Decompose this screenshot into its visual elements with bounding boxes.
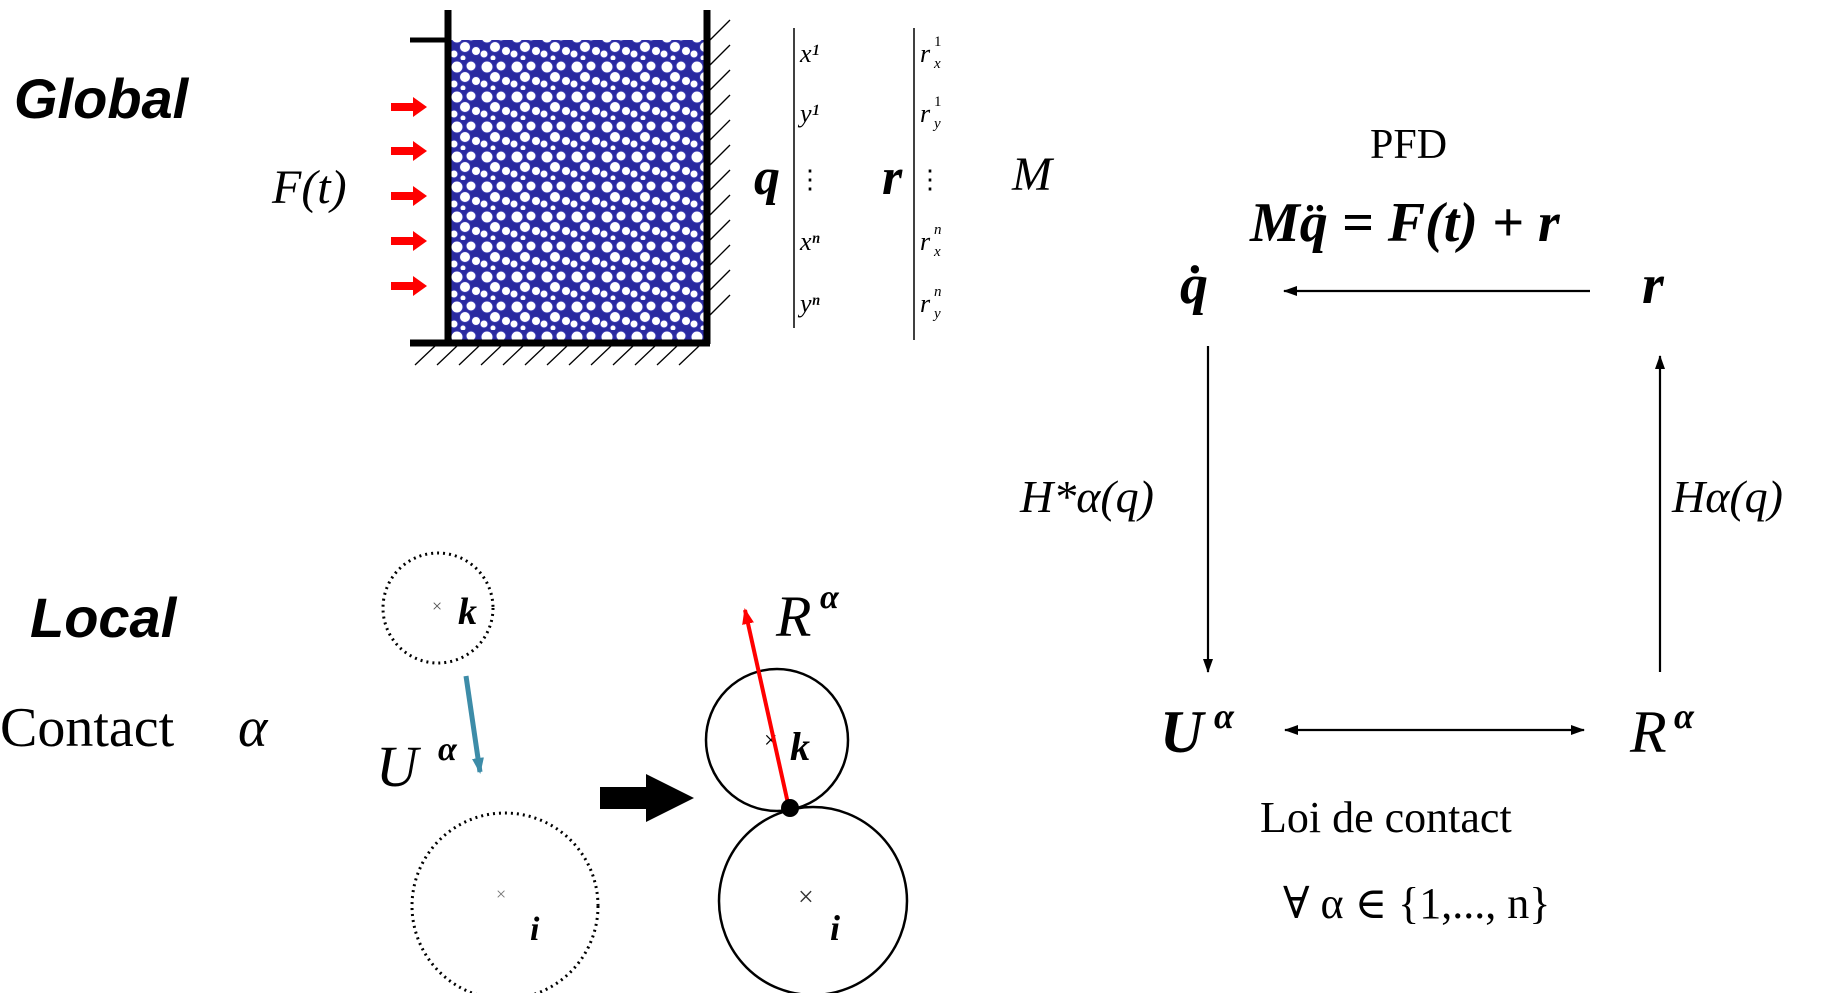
- wall-hatching-bottom: [414, 345, 700, 366]
- displacement-arrow: [463, 675, 484, 774]
- granular-box: [410, 10, 731, 366]
- svg-text:n: n: [934, 222, 942, 238]
- q-entry: ⋮: [797, 165, 823, 194]
- grain-center-mark: ×: [798, 882, 814, 913]
- force-arrow: [391, 231, 427, 251]
- r-entry: r n x: [920, 222, 942, 260]
- global-title: Global: [14, 67, 190, 130]
- q-vector-symbol: q: [754, 149, 780, 206]
- q-entry: yⁿ: [797, 289, 821, 318]
- svg-text:R: R: [1629, 699, 1667, 765]
- transition-arrow: [600, 774, 694, 822]
- local-title: Local: [30, 586, 178, 649]
- r-node: r: [1642, 254, 1665, 316]
- svg-text:α: α: [1674, 696, 1695, 736]
- svg-text:r: r: [920, 227, 931, 256]
- grain-center-mark: ×: [496, 884, 506, 904]
- contact-law-label: Loi de contact: [1260, 793, 1512, 842]
- pfd-equation: Mq̈ = F(t) + r: [1249, 192, 1561, 254]
- svg-text:Contact: Contact: [0, 697, 175, 759]
- pfd-label: PFD: [1370, 122, 1447, 168]
- svg-text:y: y: [932, 116, 941, 132]
- force-arrow: [391, 141, 427, 161]
- svg-text:x: x: [933, 56, 941, 72]
- r-entry: ⋮: [917, 165, 943, 194]
- granular-medium: [448, 40, 706, 342]
- grain-center-mark: ×: [432, 596, 442, 616]
- svg-text:α: α: [438, 731, 458, 768]
- force-arrow: [391, 276, 427, 296]
- svg-text:U: U: [1160, 699, 1206, 765]
- svg-text:α: α: [238, 697, 269, 759]
- svg-text:U: U: [376, 734, 422, 799]
- mass-matrix-symbol: M: [1011, 148, 1055, 201]
- contact-index-quantifier: ∀ α ∈ {1,..., n}: [1283, 879, 1550, 928]
- svg-text:n: n: [934, 284, 942, 300]
- grain-i-label: i: [530, 911, 540, 948]
- left-map-label: H*α(q): [1019, 471, 1154, 522]
- external-force-arrows: [391, 97, 427, 296]
- U-alpha-node: U α: [1160, 696, 1235, 765]
- svg-text:1: 1: [934, 94, 942, 110]
- R-alpha-label: R α: [775, 579, 840, 649]
- force-label: F(t): [271, 161, 347, 214]
- svg-text:y: y: [932, 306, 941, 322]
- svg-text:r: r: [920, 39, 931, 68]
- grain-k-label: k: [790, 724, 810, 769]
- grain-i-before: [410, 811, 600, 993]
- grain-k-before: [381, 551, 495, 665]
- grain-i-label: i: [830, 908, 840, 948]
- svg-text:1: 1: [934, 34, 942, 50]
- contact-alpha-label: Contact α: [0, 697, 269, 759]
- svg-text:r: r: [920, 99, 931, 128]
- contact-point: [781, 799, 799, 817]
- right-map-label: Hα(q): [1671, 471, 1783, 522]
- svg-text:R: R: [775, 584, 811, 649]
- svg-text:α: α: [820, 579, 840, 616]
- svg-text:x: x: [933, 244, 941, 260]
- r-entry: r n y: [920, 284, 942, 322]
- reaction-arrow: [742, 608, 791, 809]
- q-entry: y¹: [797, 99, 820, 128]
- svg-text:α: α: [1214, 696, 1235, 736]
- grain-i-after: [717, 805, 909, 993]
- r-entry: r 1 x: [920, 34, 942, 72]
- q-entry: x¹: [799, 39, 820, 68]
- grain-k-label: k: [458, 591, 477, 633]
- force-arrow: [391, 97, 427, 117]
- q-entry: xⁿ: [799, 227, 821, 256]
- svg-text:r: r: [920, 289, 931, 318]
- U-alpha-label: U α: [376, 731, 458, 799]
- q-dot-node: q̇: [1180, 254, 1208, 316]
- r-entry: r 1 y: [920, 94, 942, 132]
- grain-k-after: [704, 667, 850, 813]
- R-alpha-node: R α: [1629, 696, 1695, 765]
- r-vector-symbol: r: [882, 149, 903, 206]
- wall-hatching-right: [709, 19, 731, 316]
- force-arrow: [391, 186, 427, 206]
